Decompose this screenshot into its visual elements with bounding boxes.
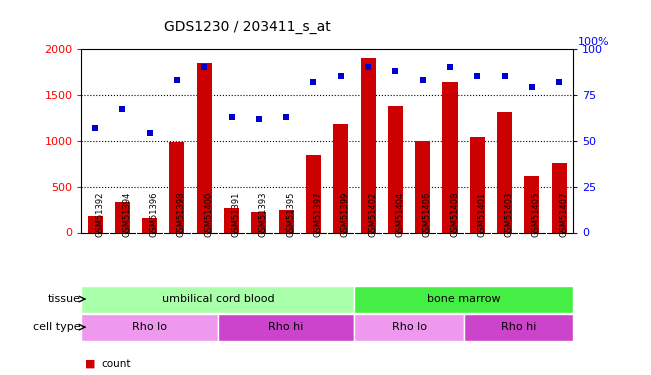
Point xyxy=(445,64,455,70)
Point xyxy=(335,74,346,80)
Text: ■: ■ xyxy=(85,359,95,369)
Point xyxy=(472,74,482,80)
Text: GSM51408: GSM51408 xyxy=(450,191,459,237)
Text: GSM51402: GSM51402 xyxy=(368,192,377,237)
Text: GSM51407: GSM51407 xyxy=(559,191,568,237)
Bar xyxy=(415,141,430,232)
Text: GSM51395: GSM51395 xyxy=(286,191,295,237)
Bar xyxy=(142,218,157,232)
Bar xyxy=(443,82,458,232)
Point xyxy=(554,79,564,85)
Bar xyxy=(525,177,540,232)
Point xyxy=(199,64,210,70)
Bar xyxy=(197,63,212,232)
Bar xyxy=(470,137,485,232)
Point xyxy=(281,114,292,120)
Text: GSM51404: GSM51404 xyxy=(395,192,404,237)
Point xyxy=(309,79,319,85)
Bar xyxy=(87,216,103,232)
Text: GSM51394: GSM51394 xyxy=(122,191,132,237)
Text: Rho lo: Rho lo xyxy=(132,322,167,332)
Text: GSM51398: GSM51398 xyxy=(177,191,186,237)
Text: GDS1230 / 203411_s_at: GDS1230 / 203411_s_at xyxy=(164,20,331,34)
Text: GSM51399: GSM51399 xyxy=(340,191,350,237)
Text: GSM51401: GSM51401 xyxy=(477,192,486,237)
Text: GSM51396: GSM51396 xyxy=(150,191,159,237)
Text: GSM51405: GSM51405 xyxy=(532,192,541,237)
Point xyxy=(499,74,510,80)
Text: Rho lo: Rho lo xyxy=(391,322,426,332)
Point xyxy=(145,130,155,136)
Text: GSM51403: GSM51403 xyxy=(505,191,514,237)
Bar xyxy=(115,202,130,232)
Text: cell type: cell type xyxy=(33,322,81,332)
Point xyxy=(117,106,128,112)
Bar xyxy=(224,208,239,232)
Text: Rho hi: Rho hi xyxy=(268,322,304,332)
Text: count: count xyxy=(101,359,130,369)
Point xyxy=(254,116,264,122)
Point xyxy=(363,64,373,70)
Bar xyxy=(251,212,266,232)
Bar xyxy=(551,163,567,232)
Text: GSM51391: GSM51391 xyxy=(232,191,241,237)
Text: 100%: 100% xyxy=(578,37,609,47)
Text: GSM51397: GSM51397 xyxy=(314,191,322,237)
Bar xyxy=(81,314,218,340)
Point xyxy=(90,125,100,131)
Bar xyxy=(81,286,354,313)
Text: tissue: tissue xyxy=(48,294,81,304)
Bar xyxy=(169,141,184,232)
Text: GSM51392: GSM51392 xyxy=(95,191,104,237)
Bar xyxy=(306,155,321,232)
Bar xyxy=(388,106,403,232)
Bar xyxy=(354,314,464,340)
Bar xyxy=(333,124,348,232)
Bar xyxy=(279,210,294,232)
Point xyxy=(417,77,428,83)
Bar xyxy=(361,58,376,232)
Text: umbilical cord blood: umbilical cord blood xyxy=(161,294,274,304)
Point xyxy=(227,114,237,120)
Point xyxy=(390,68,400,74)
Text: Rho hi: Rho hi xyxy=(501,322,536,332)
Bar xyxy=(497,112,512,232)
Text: GSM51406: GSM51406 xyxy=(422,191,432,237)
Bar xyxy=(218,314,354,340)
Text: bone marrow: bone marrow xyxy=(427,294,501,304)
Bar xyxy=(354,286,573,313)
Text: GSM51393: GSM51393 xyxy=(259,191,268,237)
Point xyxy=(172,77,182,83)
Bar xyxy=(464,314,573,340)
Text: GSM51400: GSM51400 xyxy=(204,192,214,237)
Point xyxy=(527,84,537,90)
